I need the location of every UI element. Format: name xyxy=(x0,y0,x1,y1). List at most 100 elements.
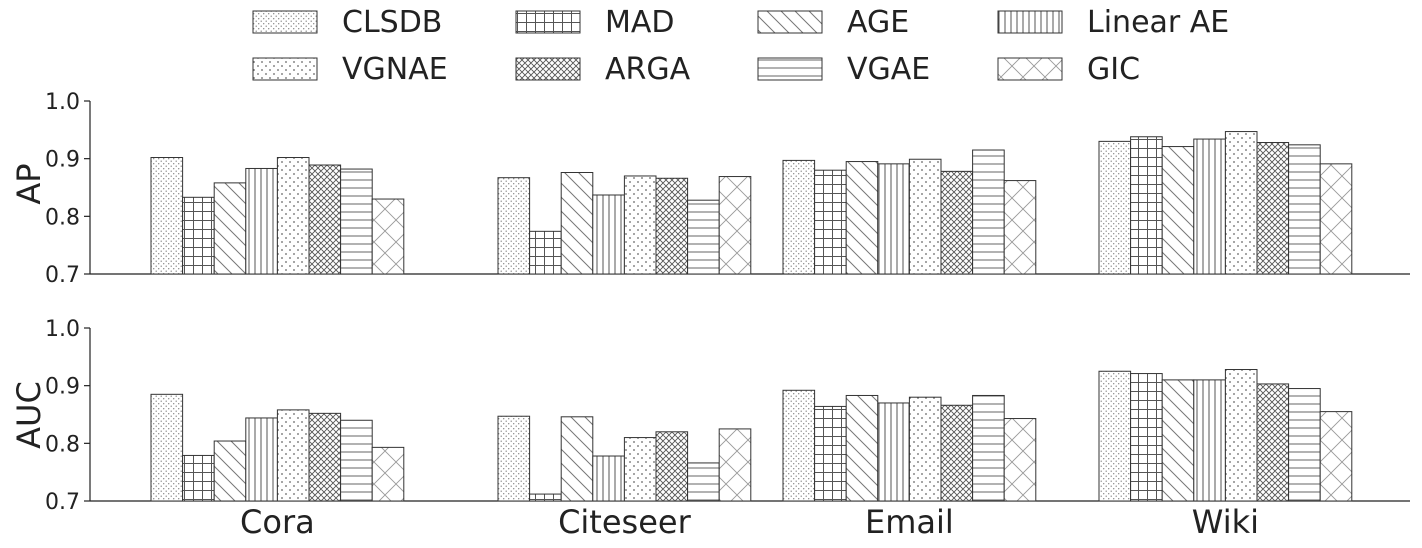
x-tick-label: Email xyxy=(865,503,954,541)
bar-ap-email-gic xyxy=(1003,180,1037,275)
bar-auc-cora-age xyxy=(213,440,247,502)
bar-auc-cora-arga xyxy=(308,412,342,502)
legend: CLSDB MAD AGE Linear AE VGNAE ARGA VGAE GIC xyxy=(252,5,1229,87)
x-tick-label: Cora xyxy=(240,503,315,541)
legend-swatch xyxy=(252,10,318,34)
y-tick-label: 0.7 xyxy=(45,263,80,288)
legend-swatch xyxy=(997,10,1063,34)
bar-ap-wiki-mad xyxy=(1130,136,1163,275)
bar-ap-citeseer-age xyxy=(560,172,594,275)
bar-auc-cora-clsdb xyxy=(150,393,184,502)
bar-ap-citeseer-arga xyxy=(655,177,689,275)
bar-ap-email-arga xyxy=(940,170,974,275)
x-tick-label: Wiki xyxy=(1192,503,1259,541)
y-tick-label: 0.9 xyxy=(45,375,80,400)
legend-label: VGNAE xyxy=(342,52,448,87)
legend-swatch xyxy=(252,57,318,81)
bar-auc-wiki-vgae xyxy=(1288,388,1321,502)
y-tick-label: 0.8 xyxy=(45,205,80,230)
legend-item-mad: MAD xyxy=(515,5,675,40)
legend-label: GIC xyxy=(1087,52,1140,87)
legend-swatch xyxy=(515,57,581,81)
legend-label: CLSDB xyxy=(342,5,442,40)
bar-ap-cora-vgnae xyxy=(276,157,310,275)
bar-auc-cora-vgnae xyxy=(276,409,310,502)
legend-swatch xyxy=(997,57,1063,81)
bar-auc-wiki-gic xyxy=(1319,411,1353,502)
x-tick-label: Citeseer xyxy=(558,503,692,541)
bar-auc-email-clsdb xyxy=(782,389,816,502)
y-tick-label: 0.7 xyxy=(45,490,80,515)
legend-label: VGAE xyxy=(847,52,930,87)
y-tick-label: 1.0 xyxy=(45,90,80,115)
bar-ap-cora-vgae xyxy=(340,168,373,275)
bar-ap-wiki-gic xyxy=(1319,163,1353,275)
bar-ap-cora-arga xyxy=(308,164,342,275)
bar-ap-email-age xyxy=(845,161,879,275)
bar-auc-email-gic xyxy=(1003,418,1037,502)
bar-auc-citeseer-arga xyxy=(655,431,689,502)
y-tick-label: 0.8 xyxy=(45,432,80,457)
bar-ap-wiki-vgnae xyxy=(1224,131,1258,275)
bar-auc-citeseer-vgae xyxy=(687,462,720,502)
bar-auc-wiki-linear-ae xyxy=(1193,379,1226,502)
x-axis: Cora Citeseer Email Wiki xyxy=(240,503,1259,541)
bar-auc-citeseer-vgnae xyxy=(623,437,657,502)
bar-auc-email-arga xyxy=(940,404,974,502)
legend-label: Linear AE xyxy=(1087,5,1229,40)
bar-ap-citeseer-vgnae xyxy=(623,175,657,275)
bar-ap-wiki-vgae xyxy=(1288,144,1321,275)
bar-auc-wiki-vgnae xyxy=(1224,369,1258,502)
legend-swatch xyxy=(515,10,581,34)
bar-ap-wiki-linear-ae xyxy=(1193,138,1226,275)
bar-auc-email-linear-ae xyxy=(877,402,910,502)
bar-auc-wiki-clsdb xyxy=(1098,370,1132,502)
bar-auc-citeseer-mad xyxy=(529,493,562,502)
bar-ap-citeseer-gic xyxy=(718,176,752,275)
bar-ap-email-mad xyxy=(814,169,847,275)
bar-auc-cora-gic xyxy=(371,446,405,502)
bar-auc-citeseer-age xyxy=(560,416,594,502)
bar-auc-citeseer-gic xyxy=(718,428,752,502)
bar-auc-wiki-age xyxy=(1161,379,1195,502)
bar-auc-cora-vgae xyxy=(340,419,373,502)
legend-swatch xyxy=(757,10,823,34)
legend-label: AGE xyxy=(847,5,909,40)
legend-label: MAD xyxy=(605,5,675,40)
panel-auc: 0.7 0.8 0.9 1.0 AUC xyxy=(10,317,1410,515)
legend-item-age: AGE xyxy=(757,5,909,40)
y-axis-label: AUC xyxy=(10,381,48,449)
bar-ap-citeseer-clsdb xyxy=(497,177,531,275)
bar-auc-wiki-mad xyxy=(1130,373,1163,502)
legend-item-linear-ae: Linear AE xyxy=(997,5,1229,40)
bar-ap-wiki-clsdb xyxy=(1098,140,1132,275)
panel-ap: 0.7 0.8 0.9 1.0 AP xyxy=(10,90,1410,288)
legend-item-gic: GIC xyxy=(997,52,1140,87)
bar-ap-email-vgae xyxy=(972,149,1005,275)
y-tick-label: 0.9 xyxy=(45,148,80,173)
bar-ap-cora-age xyxy=(213,182,247,275)
bar-auc-citeseer-linear-ae xyxy=(592,455,625,502)
bar-auc-citeseer-clsdb xyxy=(497,415,531,502)
bar-auc-email-age xyxy=(845,394,879,502)
legend-item-vgae: VGAE xyxy=(757,52,930,87)
y-tick-label: 1.0 xyxy=(45,317,80,342)
legend-item-vgnae: VGNAE xyxy=(252,52,448,87)
bar-auc-email-vgnae xyxy=(908,396,942,502)
bar-ap-cora-linear-ae xyxy=(245,167,278,275)
bar-ap-wiki-age xyxy=(1161,146,1195,275)
legend-swatch xyxy=(757,57,823,81)
legend-item-clsdb: CLSDB xyxy=(252,5,442,40)
bar-ap-email-linear-ae xyxy=(877,163,910,275)
bar-ap-email-clsdb xyxy=(782,159,816,275)
bar-ap-citeseer-vgae xyxy=(687,199,720,275)
bar-ap-cora-gic xyxy=(371,198,405,275)
legend-label: ARGA xyxy=(605,52,691,87)
bar-ap-wiki-arga xyxy=(1256,142,1290,275)
bar-ap-cora-clsdb xyxy=(150,157,184,275)
bar-auc-wiki-arga xyxy=(1256,383,1290,502)
bar-auc-cora-linear-ae xyxy=(245,417,278,502)
legend-item-arga: ARGA xyxy=(515,52,691,87)
bar-auc-email-mad xyxy=(814,405,847,502)
